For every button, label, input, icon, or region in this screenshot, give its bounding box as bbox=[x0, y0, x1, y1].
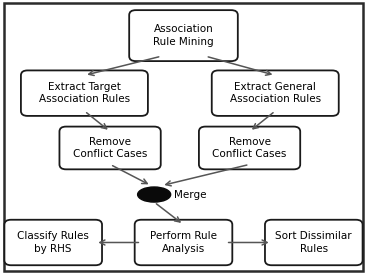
FancyBboxPatch shape bbox=[59, 127, 161, 169]
Text: Classify Rules
by RHS: Classify Rules by RHS bbox=[17, 231, 89, 254]
Text: Sort Dissimilar
Rules: Sort Dissimilar Rules bbox=[276, 231, 352, 254]
Text: Merge: Merge bbox=[174, 190, 207, 199]
Ellipse shape bbox=[138, 187, 171, 202]
FancyBboxPatch shape bbox=[265, 220, 363, 265]
Text: Extract General
Association Rules: Extract General Association Rules bbox=[230, 82, 321, 104]
Text: Association
Rule Mining: Association Rule Mining bbox=[153, 24, 214, 47]
Text: Extract Target
Association Rules: Extract Target Association Rules bbox=[39, 82, 130, 104]
FancyBboxPatch shape bbox=[135, 220, 232, 265]
Text: Remove
Conflict Cases: Remove Conflict Cases bbox=[73, 137, 147, 159]
FancyBboxPatch shape bbox=[21, 70, 148, 116]
FancyBboxPatch shape bbox=[212, 70, 339, 116]
FancyBboxPatch shape bbox=[199, 127, 300, 169]
FancyBboxPatch shape bbox=[4, 220, 102, 265]
Text: Perform Rule
Analysis: Perform Rule Analysis bbox=[150, 231, 217, 254]
Text: Remove
Conflict Cases: Remove Conflict Cases bbox=[212, 137, 287, 159]
FancyBboxPatch shape bbox=[129, 10, 238, 61]
FancyBboxPatch shape bbox=[4, 3, 363, 271]
